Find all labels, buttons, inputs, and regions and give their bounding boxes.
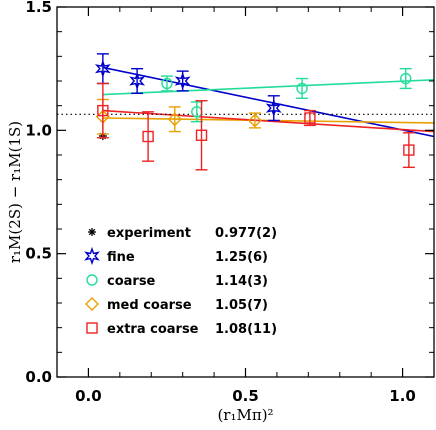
legend: experiment 0.977(2) fine 1.25(6) coarse 1.14(… — [84, 226, 277, 337]
data-point-fine — [265, 98, 282, 118]
legend-label: coarse — [107, 274, 156, 289]
asterisk-stroke — [88, 228, 96, 236]
legend-marker — [88, 228, 96, 236]
y-tick-label: 0.0 — [25, 368, 52, 386]
data-point-extra-coarse — [304, 112, 316, 124]
legend-value: 1.14(3) — [215, 274, 268, 289]
circle-marker — [296, 82, 308, 95]
legend-marker — [86, 322, 98, 334]
square-marker — [195, 129, 208, 141]
circle-marker — [86, 274, 98, 286]
star-marker — [129, 71, 146, 91]
data-point-fine — [174, 71, 191, 91]
data-point-med-coarse — [247, 113, 262, 128]
square-marker — [403, 144, 415, 156]
legend-value: 1.05(7) — [215, 298, 268, 313]
legend-value: 1.25(6) — [215, 250, 268, 265]
data-point-coarse — [296, 82, 308, 95]
legend-marker — [85, 297, 99, 311]
square-marker — [304, 112, 316, 124]
y-tick-label: 0.5 — [25, 245, 52, 263]
legend-label: extra coarse — [107, 322, 199, 337]
data-points — [94, 53, 415, 171]
x-tick-label: 0.5 — [232, 387, 259, 405]
legend-value: 1.08(11) — [215, 322, 277, 337]
data-point-extra-coarse — [97, 104, 109, 117]
star-marker — [84, 246, 100, 266]
legend-value: 0.977(2) — [215, 226, 277, 241]
data-point-extra-coarse — [403, 144, 415, 156]
diamond-marker — [167, 112, 182, 127]
star-marker — [174, 71, 191, 91]
square-marker — [142, 130, 154, 143]
data-point-fine — [129, 71, 146, 91]
diamond-marker — [85, 297, 99, 311]
data-point-coarse — [161, 77, 173, 90]
y-tick-label: 1.0 — [25, 121, 52, 139]
square-marker — [86, 322, 98, 334]
axis-ticks: 0.0 0.5 1.0 0.0 0.5 1.0 1.5 — [25, 0, 435, 405]
data-point-med-coarse — [167, 112, 182, 127]
circle-marker — [161, 77, 173, 90]
fit-line-coarse — [102, 78, 435, 96]
y-tick-label: 1.5 — [25, 0, 52, 16]
fit-line-fine — [102, 66, 435, 138]
legend-label: experiment — [107, 226, 191, 241]
legend-marker — [86, 274, 98, 286]
legend-marker — [84, 246, 100, 266]
diamond-marker — [247, 113, 262, 128]
x-tick-label: 0.0 — [75, 387, 102, 405]
x-tick-label: 1.0 — [389, 387, 416, 405]
data-point-extra-coarse — [142, 130, 154, 143]
circle-marker — [400, 72, 412, 85]
x-axis-label: (r₁Mπ)² — [217, 406, 273, 424]
star-marker — [94, 59, 111, 78]
legend-label: fine — [107, 250, 135, 265]
square-marker — [97, 104, 109, 117]
data-point-coarse — [400, 72, 412, 85]
y-axis-label: r₁M(2S) − r₁M(1S) — [6, 121, 24, 263]
data-point-fine — [94, 59, 111, 78]
legend-label: med coarse — [107, 298, 192, 313]
star-marker — [265, 98, 282, 118]
fit-lines — [102, 66, 435, 138]
data-point-extra-coarse — [195, 129, 208, 141]
